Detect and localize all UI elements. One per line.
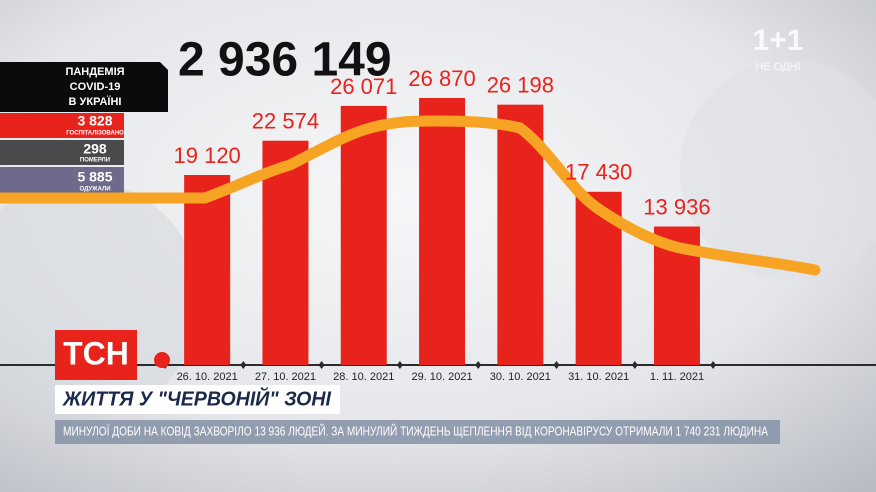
tick-diamond: [553, 361, 560, 369]
ticker-box: [55, 420, 780, 444]
bar: [262, 140, 309, 365]
stat-value: 3 828: [77, 113, 112, 129]
ticker: МИНУЛОЇ ДОБИ НА КОВІД ЗАХВОРІЛО 13 936 Л…: [63, 423, 768, 438]
bar: [184, 175, 231, 365]
value-label: 26 870: [408, 66, 475, 91]
headline-box: [55, 385, 340, 414]
x-tick-label: 31. 10. 2021: [568, 371, 629, 383]
program-logo-box: [55, 330, 137, 380]
headline: ЖИТТЯ У "ЧЕРВОНІЙ" ЗОНІ: [62, 386, 331, 410]
value-label: 26 071: [330, 74, 397, 99]
value-label: 26 198: [487, 72, 554, 97]
stat-value: 5 885: [77, 169, 112, 185]
stat-label: ОДУЖАЛИ: [79, 187, 110, 193]
stat-value: 298: [83, 141, 107, 157]
stat-box: [0, 167, 124, 195]
value-label: 22 574: [252, 109, 319, 134]
x-tick-label: 1. 11. 2021: [650, 371, 704, 383]
tick-diamond: [710, 361, 717, 369]
bar: [419, 98, 466, 365]
logo-slogan: НЕ ОДНІ: [755, 61, 800, 73]
tick-diamond: [396, 361, 403, 369]
panel-title: В УКРАЇНІ: [69, 95, 122, 108]
x-tick-label: 30. 10. 2021: [490, 371, 551, 383]
stat-box: [0, 140, 124, 165]
bar-chart: 26. 10. 2021 27. 10. 2021 28. 10. 2021 29. …: [0, 66, 876, 383]
x-tick-label: 29. 10. 2021: [411, 371, 472, 383]
x-tick-label: 27. 10. 2021: [255, 371, 316, 383]
stat-box: [0, 113, 124, 138]
stat-label: ГОСПІТАЛІЗОВАНО: [66, 131, 124, 137]
value-label: 13 936: [643, 194, 710, 219]
panel-title-box: [0, 62, 168, 112]
virus-icon: [154, 352, 170, 368]
tick-diamond: [240, 361, 247, 369]
value-label: 17 430: [565, 160, 632, 185]
panel-title: ПАНДЕМІЯ: [65, 66, 124, 78]
total-cases: 2 936 149: [178, 34, 392, 87]
virus-shape: [680, 60, 876, 280]
stat-label: ПОМЕРЛИ: [80, 158, 110, 164]
tick-diamond: [631, 361, 638, 369]
x-tick-label: 28. 10. 2021: [333, 371, 394, 383]
value-label: 19 120: [174, 143, 241, 168]
panel-title: COVID-19: [70, 81, 121, 93]
bar: [340, 105, 387, 365]
tick-diamond: [475, 361, 482, 369]
logo-brand: 1+1: [753, 24, 804, 57]
trend-curve: [0, 115, 821, 276]
program-logo: ТСН: [63, 335, 129, 371]
x-tick-label: 26. 10. 2021: [177, 371, 238, 383]
tick-diamond: [318, 361, 325, 369]
virus-shape: [0, 180, 200, 420]
